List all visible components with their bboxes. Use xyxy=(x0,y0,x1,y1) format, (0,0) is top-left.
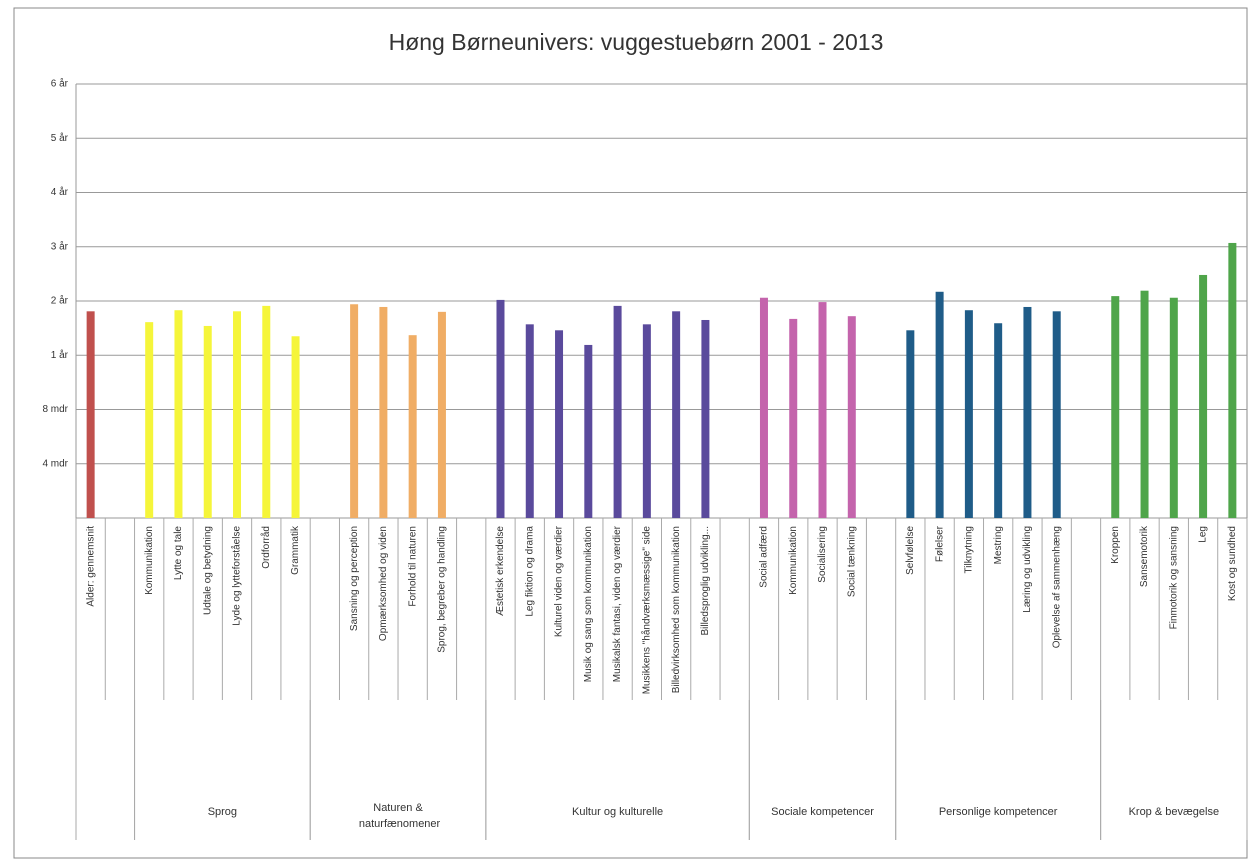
x-tick-label: Kommunikation xyxy=(788,526,799,595)
x-tick-label: Kost og sundhed xyxy=(1227,526,1238,601)
y-tick-label: 1 år xyxy=(51,349,69,361)
bar xyxy=(203,325,212,518)
x-tick-label: Socialisering xyxy=(817,526,828,583)
x-tick-label: Æstetisk erkendelse xyxy=(495,526,506,616)
x-tick-label: Leg xyxy=(1198,526,1209,543)
x-tick-label: Social tænkning xyxy=(846,526,857,597)
bar xyxy=(701,319,710,518)
bar xyxy=(145,322,154,518)
x-tick-label: Ordforråd xyxy=(260,526,272,569)
x-tick-label: Udtale og betydning xyxy=(202,526,213,615)
bar xyxy=(86,311,95,518)
group-label: Sprog xyxy=(208,806,237,818)
bar xyxy=(906,330,915,518)
x-tick-label: Oplevelse af sammenhæng xyxy=(1051,526,1062,648)
bar xyxy=(1199,274,1208,518)
x-tick-label: Billedsproglig udvikling... xyxy=(700,526,711,636)
x-tick-label: Tilknytning xyxy=(964,526,975,573)
x-tick-label: Lytte og tale xyxy=(173,526,184,581)
x-tick-label: Sansemotorik xyxy=(1139,525,1150,587)
group-label: Personlige kompetencer xyxy=(939,806,1058,818)
group-label: Krop & bevægelse xyxy=(1129,806,1220,818)
bar xyxy=(1052,311,1061,518)
x-tick-label: Musikkens "håndværksmæssige" side xyxy=(641,526,653,695)
x-tick-label: Læring og udvikling xyxy=(1022,526,1033,613)
x-tick-label: Sprog, begreber og handling xyxy=(437,526,448,653)
bar xyxy=(1111,296,1120,518)
bar xyxy=(964,310,973,518)
bar xyxy=(759,297,768,518)
x-tick-label: Kulturel viden og værdier xyxy=(554,525,565,637)
bar xyxy=(642,324,651,518)
bar xyxy=(350,304,359,518)
bar xyxy=(233,311,242,518)
bar xyxy=(847,316,856,518)
x-tick-label: Billedvirksomhed som kommunikation xyxy=(671,526,682,693)
group-label: Kultur og kulturelle xyxy=(572,806,663,818)
y-tick-label: 8 mdr xyxy=(42,404,68,415)
y-tick-label: 3 år xyxy=(51,240,69,252)
bar xyxy=(291,336,300,518)
x-tick-label: Følelser xyxy=(934,525,945,562)
bar xyxy=(1140,290,1149,518)
x-tick-label: Social adfærd xyxy=(759,526,770,588)
x-tick-label: Forhold til naturen xyxy=(407,526,418,607)
x-tick-label: Musikalsk fantasi, viden og værdier xyxy=(612,525,623,682)
bar xyxy=(437,311,446,518)
bar xyxy=(1169,297,1178,518)
bar xyxy=(262,305,271,518)
x-tick-label: Selvfølelse xyxy=(905,526,916,575)
bar xyxy=(935,291,944,518)
x-tick-label: Sansning og perception xyxy=(349,526,360,631)
x-tick-label: Opmærksomhed og viden xyxy=(378,526,389,641)
x-tick-label: Finmotorik og sansning xyxy=(1168,526,1179,629)
x-tick-label: Kommunikation xyxy=(144,526,155,595)
group-label: Naturen & naturfænomener xyxy=(356,802,441,830)
bar xyxy=(408,335,417,518)
y-tick-label: 6 år xyxy=(51,78,69,90)
x-tick-label: Musik og sang som kommunikation xyxy=(583,526,594,682)
x-tick-label: Alder: gennemsnit xyxy=(85,526,96,607)
x-tick-label: Mestring xyxy=(993,526,1004,564)
bar xyxy=(555,330,564,518)
bar xyxy=(1228,242,1237,518)
x-tick-label: Leg fiktion og drama xyxy=(524,526,535,617)
bar xyxy=(818,302,827,518)
x-tick-label: Kroppen xyxy=(1110,526,1121,564)
bar xyxy=(1023,306,1032,518)
bar xyxy=(613,305,622,518)
x-tick-label: Lyde og lytteforståelse xyxy=(231,526,243,626)
group-label: Sociale kompetencer xyxy=(771,806,874,818)
bar xyxy=(496,299,505,518)
bar xyxy=(789,318,798,518)
y-tick-label: 4 mdr xyxy=(42,458,68,469)
bar xyxy=(672,311,681,518)
bar xyxy=(379,306,388,518)
chart-border xyxy=(13,7,1248,859)
bar xyxy=(174,310,183,518)
chart-title: Høng Børneunivers: vuggestuebørn 2001 - … xyxy=(389,29,884,55)
bar xyxy=(584,344,593,518)
x-tick-label: Grammatik xyxy=(290,525,301,575)
bar xyxy=(525,324,534,518)
y-tick-label: 2 år xyxy=(51,295,69,307)
y-tick-label: 5 år xyxy=(51,132,69,144)
y-tick-label: 4 år xyxy=(51,186,69,198)
bar xyxy=(994,323,1003,518)
